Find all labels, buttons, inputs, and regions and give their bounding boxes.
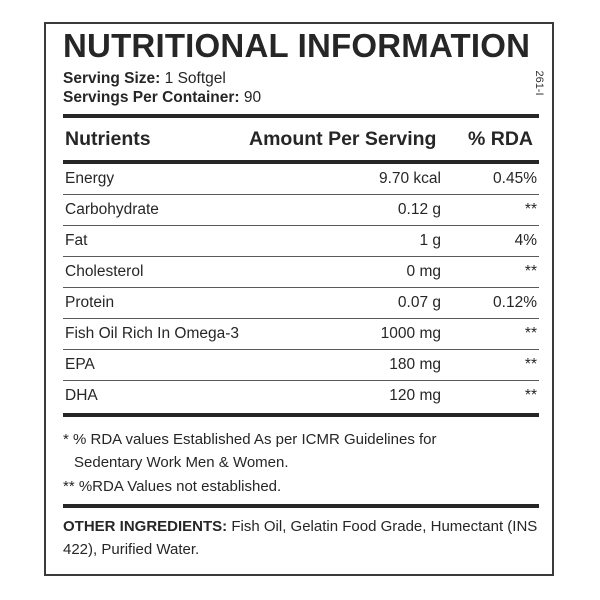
table-row: EPA 180 mg ** bbox=[63, 350, 539, 380]
nutrient-rda: ** bbox=[524, 356, 537, 373]
serving-size-label: Serving Size: bbox=[63, 70, 161, 87]
divider-thick-table-end bbox=[63, 413, 539, 417]
servings-per-container-line: Servings Per Container: 90 bbox=[63, 88, 261, 107]
serving-size-line: Serving Size: 1 Softgel bbox=[63, 69, 226, 88]
nutrient-rda: 0.12% bbox=[493, 294, 537, 311]
other-ingredients-text: Fish Oil, Gelatin Food Grade, Humectant … bbox=[63, 518, 538, 558]
row-divider bbox=[63, 349, 539, 350]
nutrient-amount: 120 mg bbox=[389, 387, 441, 404]
row-divider bbox=[63, 194, 539, 195]
nutrient-name: Cholesterol bbox=[65, 263, 144, 280]
nutrient-rda: ** bbox=[524, 325, 537, 342]
nutrient-amount: 180 mg bbox=[389, 356, 441, 373]
footnote-rda-source: * % RDA values Established As per ICMR G… bbox=[63, 431, 437, 448]
nutrient-rda: 4% bbox=[514, 232, 537, 249]
nutrient-amount: 0 mg bbox=[406, 263, 441, 280]
nutrient-name: Protein bbox=[65, 294, 115, 311]
table-row: Fat 1 g 4% bbox=[63, 226, 539, 256]
footnote-rda-source-cont: Sedentary Work Men & Women. bbox=[74, 454, 289, 471]
nutrient-name: Energy bbox=[65, 170, 115, 187]
row-divider bbox=[63, 287, 539, 288]
nutrient-rda: ** bbox=[524, 201, 537, 218]
side-code: 261-I bbox=[533, 70, 545, 96]
nutrient-name: EPA bbox=[65, 356, 95, 373]
servings-per-container-value: 90 bbox=[243, 89, 262, 106]
row-divider bbox=[63, 318, 539, 319]
table-row: Carbohydrate 0.12 g ** bbox=[63, 195, 539, 225]
other-ingredients-label: OTHER INGREDIENTS: bbox=[63, 518, 228, 535]
divider-thick-header bbox=[63, 160, 539, 164]
footnote-rda-not-established: ** %RDA Values not established. bbox=[63, 478, 282, 495]
divider-thick-top bbox=[63, 114, 539, 118]
table-row: Protein 0.07 g 0.12% bbox=[63, 288, 539, 318]
other-ingredients: OTHER INGREDIENTS: Fish Oil, Gelatin Foo… bbox=[63, 515, 539, 561]
nutrient-amount: 0.07 g bbox=[397, 294, 441, 311]
table-row: Energy 9.70 kcal 0.45% bbox=[63, 164, 539, 194]
nutrient-rda: ** bbox=[524, 387, 537, 404]
header-amount: Amount Per Serving bbox=[249, 128, 437, 150]
nutrient-amount: 9.70 kcal bbox=[378, 170, 441, 187]
divider-thick-footnotes bbox=[63, 504, 539, 508]
nutrient-name: Carbohydrate bbox=[65, 201, 159, 218]
nutrient-amount: 0.12 g bbox=[397, 201, 441, 218]
row-divider bbox=[63, 225, 539, 226]
nutrient-name: DHA bbox=[65, 387, 98, 404]
header-rda: % RDA bbox=[468, 128, 534, 150]
header-nutrients: Nutrients bbox=[65, 128, 151, 150]
nutrition-label-panel: NUTRITIONAL INFORMATION Serving Size: 1 … bbox=[44, 22, 554, 576]
serving-size-value: 1 Softgel bbox=[164, 70, 226, 87]
label-title: NUTRITIONAL INFORMATION bbox=[63, 27, 531, 64]
servings-per-container-label: Servings Per Container: bbox=[63, 89, 240, 106]
row-divider bbox=[63, 380, 539, 381]
nutrient-name: Fish Oil Rich In Omega-3 bbox=[65, 325, 239, 342]
row-divider bbox=[63, 256, 539, 257]
nutrient-amount: 1000 mg bbox=[380, 325, 441, 342]
nutrient-rda: 0.45% bbox=[493, 170, 537, 187]
table-row: Cholesterol 0 mg ** bbox=[63, 257, 539, 287]
nutrient-rda: ** bbox=[524, 263, 537, 280]
nutrient-amount: 1 g bbox=[419, 232, 441, 249]
table-row: Fish Oil Rich In Omega-3 1000 mg ** bbox=[63, 319, 539, 349]
table-row: DHA 120 mg ** bbox=[63, 381, 539, 411]
nutrient-name: Fat bbox=[65, 232, 88, 249]
